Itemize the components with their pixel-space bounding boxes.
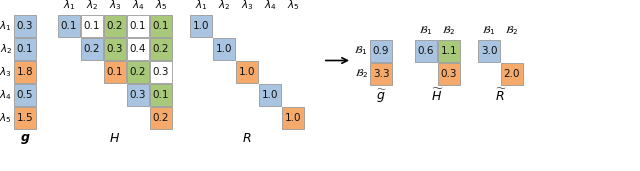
Text: $\lambda_1$: $\lambda_1$ bbox=[63, 0, 76, 12]
Text: $\widetilde{g}$: $\widetilde{g}$ bbox=[376, 88, 387, 105]
Text: $\lambda_3$: $\lambda_3$ bbox=[0, 65, 12, 79]
Text: 0.1: 0.1 bbox=[17, 44, 33, 54]
Bar bbox=[127, 38, 149, 60]
Text: $\widetilde{R}$: $\widetilde{R}$ bbox=[495, 88, 506, 104]
Text: 0.2: 0.2 bbox=[130, 67, 147, 77]
Text: 0.1: 0.1 bbox=[84, 21, 100, 31]
Text: $\mathcal{B}_2$: $\mathcal{B}_2$ bbox=[442, 24, 456, 37]
Bar bbox=[438, 40, 460, 62]
Text: $R$: $R$ bbox=[243, 132, 252, 145]
Text: $\lambda_5$: $\lambda_5$ bbox=[155, 0, 167, 12]
Text: $\boldsymbol{g}$: $\boldsymbol{g}$ bbox=[20, 132, 30, 146]
Text: 0.2: 0.2 bbox=[107, 21, 124, 31]
Text: $\lambda_4$: $\lambda_4$ bbox=[0, 88, 12, 102]
Bar bbox=[104, 38, 126, 60]
Text: $\lambda_5$: $\lambda_5$ bbox=[0, 111, 12, 125]
Text: 1.0: 1.0 bbox=[262, 90, 278, 100]
Text: $\lambda_4$: $\lambda_4$ bbox=[132, 0, 145, 12]
Bar bbox=[150, 84, 172, 106]
Text: 3.0: 3.0 bbox=[481, 46, 497, 56]
Bar bbox=[127, 61, 149, 83]
Bar bbox=[259, 84, 281, 106]
Text: 0.2: 0.2 bbox=[84, 44, 100, 54]
Bar bbox=[14, 61, 36, 83]
Text: 1.0: 1.0 bbox=[216, 44, 232, 54]
Text: 0.3: 0.3 bbox=[153, 67, 169, 77]
Text: $\lambda_3$: $\lambda_3$ bbox=[109, 0, 122, 12]
Text: 0.9: 0.9 bbox=[372, 46, 389, 56]
Text: 0.3: 0.3 bbox=[107, 44, 124, 54]
Text: $H$: $H$ bbox=[109, 132, 120, 145]
Text: $\mathcal{B}_2$: $\mathcal{B}_2$ bbox=[505, 24, 519, 37]
Text: 0.1: 0.1 bbox=[107, 67, 124, 77]
Text: 1.0: 1.0 bbox=[193, 21, 209, 31]
Text: $\lambda_1$: $\lambda_1$ bbox=[0, 19, 12, 33]
Text: 2.0: 2.0 bbox=[504, 69, 520, 79]
Bar bbox=[501, 63, 523, 85]
Text: 3.3: 3.3 bbox=[372, 69, 389, 79]
Bar bbox=[190, 15, 212, 37]
Bar bbox=[127, 84, 149, 106]
Text: $\mathcal{B}_1$: $\mathcal{B}_1$ bbox=[482, 24, 496, 37]
Bar bbox=[370, 40, 392, 62]
Text: 0.5: 0.5 bbox=[17, 90, 33, 100]
Text: $\lambda_4$: $\lambda_4$ bbox=[264, 0, 276, 12]
Text: 0.3: 0.3 bbox=[441, 69, 457, 79]
Bar bbox=[150, 38, 172, 60]
Bar bbox=[236, 61, 258, 83]
Bar bbox=[14, 15, 36, 37]
Text: 0.1: 0.1 bbox=[130, 21, 147, 31]
Bar bbox=[438, 63, 460, 85]
Text: 0.4: 0.4 bbox=[130, 44, 147, 54]
Text: 0.2: 0.2 bbox=[153, 113, 169, 123]
Text: 0.3: 0.3 bbox=[17, 21, 33, 31]
Text: 0.1: 0.1 bbox=[61, 21, 77, 31]
Bar bbox=[150, 61, 172, 83]
Text: $\lambda_1$: $\lambda_1$ bbox=[195, 0, 207, 12]
Text: $\widetilde{H}$: $\widetilde{H}$ bbox=[431, 88, 444, 104]
Text: 1.0: 1.0 bbox=[239, 67, 255, 77]
Text: $\lambda_2$: $\lambda_2$ bbox=[86, 0, 98, 12]
Bar bbox=[14, 38, 36, 60]
Bar bbox=[150, 15, 172, 37]
Bar bbox=[282, 107, 304, 129]
Text: 0.3: 0.3 bbox=[130, 90, 147, 100]
Text: $\lambda_3$: $\lambda_3$ bbox=[241, 0, 253, 12]
Bar bbox=[81, 38, 103, 60]
Bar bbox=[478, 40, 500, 62]
Bar bbox=[81, 15, 103, 37]
Text: $\mathcal{B}_1$: $\mathcal{B}_1$ bbox=[419, 24, 433, 37]
Text: 0.1: 0.1 bbox=[153, 90, 169, 100]
Bar bbox=[415, 40, 437, 62]
Bar bbox=[370, 63, 392, 85]
Text: 1.0: 1.0 bbox=[285, 113, 301, 123]
Bar bbox=[14, 107, 36, 129]
Bar bbox=[213, 38, 235, 60]
Text: $\lambda_2$: $\lambda_2$ bbox=[0, 42, 12, 56]
Text: 0.2: 0.2 bbox=[153, 44, 169, 54]
Text: $\lambda_2$: $\lambda_2$ bbox=[218, 0, 230, 12]
Text: 0.6: 0.6 bbox=[418, 46, 435, 56]
Text: $\mathcal{B}_2$: $\mathcal{B}_2$ bbox=[355, 68, 368, 80]
Bar bbox=[58, 15, 80, 37]
Text: 1.5: 1.5 bbox=[17, 113, 33, 123]
Text: $\lambda_5$: $\lambda_5$ bbox=[287, 0, 300, 12]
Bar bbox=[104, 61, 126, 83]
Text: $\mathcal{B}_1$: $\mathcal{B}_1$ bbox=[355, 45, 368, 57]
Bar bbox=[150, 107, 172, 129]
Bar bbox=[104, 15, 126, 37]
Text: 1.8: 1.8 bbox=[17, 67, 33, 77]
Text: 1.1: 1.1 bbox=[441, 46, 458, 56]
Text: 0.1: 0.1 bbox=[153, 21, 169, 31]
Bar bbox=[127, 15, 149, 37]
Bar bbox=[14, 84, 36, 106]
